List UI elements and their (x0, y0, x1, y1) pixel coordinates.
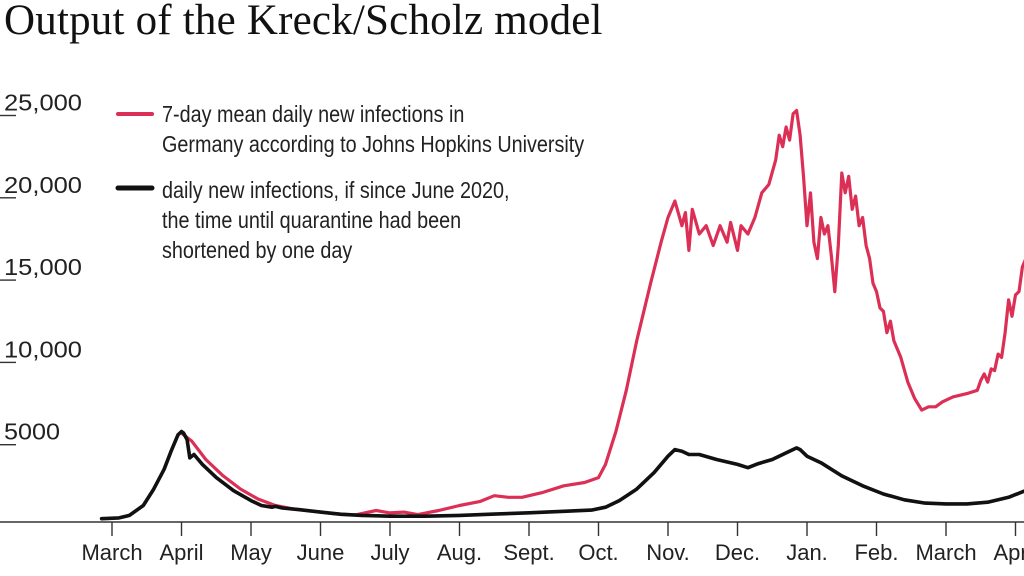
legend-label-model: daily new infections, if since June 2020… (162, 177, 510, 263)
y-tick-label: 5000 (4, 419, 60, 445)
y-tick-label: 15,000 (4, 254, 82, 280)
x-tick-label: Sept. (503, 540, 554, 565)
x-tick-label: May (230, 540, 272, 565)
series-line-model (99, 429, 1024, 521)
legend (115, 112, 155, 191)
series-layer (99, 108, 1024, 521)
x-tick-label: Nov. (646, 540, 690, 565)
x-tick-label: Oct. (578, 540, 618, 565)
x-tick-label: Aug. (437, 540, 482, 565)
chart-title: Output of the Kreck/Scholz model (4, 0, 603, 44)
x-tick-label: April (159, 540, 203, 565)
series-line-jhu (179, 108, 1024, 517)
x-tick-label: Jan. (786, 540, 828, 565)
x-tick-label: April (993, 540, 1024, 565)
y-tick-label: 25,000 (4, 90, 82, 116)
x-axis-ticks: March April May June July Aug. Sept. Oct. Nov. De… (81, 522, 1024, 565)
x-tick-label: Feb. (854, 540, 898, 565)
y-tick-label: 20,000 (4, 172, 82, 198)
x-tick-label: June (297, 540, 345, 565)
x-tick-label: March (915, 540, 976, 565)
x-tick-label: Dec. (715, 540, 760, 565)
y-tick-label: 10,000 (4, 336, 82, 362)
legend-label-jhu: 7-day mean daily new infections in Germa… (162, 101, 585, 157)
y-axis-ticks: 5000 10,000 15,000 20,000 25,000 (0, 90, 82, 446)
x-tick-label: July (370, 540, 409, 565)
x-tick-label: March (81, 540, 142, 565)
